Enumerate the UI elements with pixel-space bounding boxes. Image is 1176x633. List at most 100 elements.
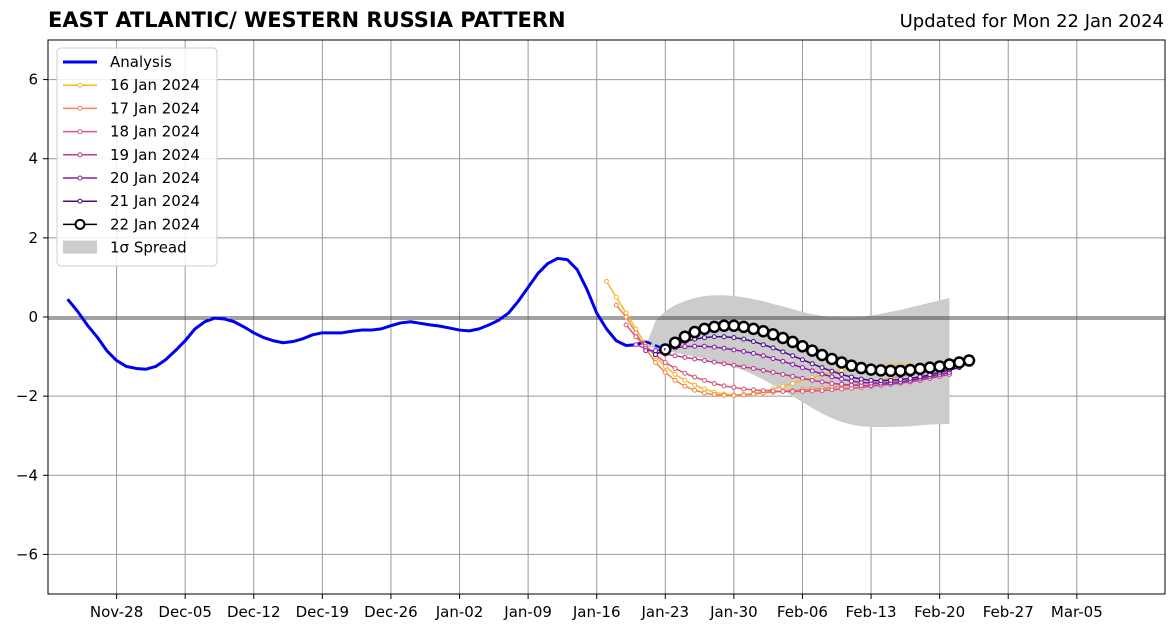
series-point [766, 328, 780, 341]
series-point [643, 348, 649, 354]
series-point [874, 364, 888, 377]
series-point [780, 349, 786, 355]
series-point [604, 278, 609, 284]
legend-marker [77, 175, 83, 181]
legend-marker [77, 152, 83, 158]
series-point [623, 314, 629, 320]
series-point [662, 369, 668, 375]
legend-entry: Analysis [63, 53, 172, 71]
series-point [672, 377, 678, 383]
series-point [839, 381, 845, 387]
legend-label: Analysis [110, 53, 172, 71]
series-point [809, 377, 815, 383]
series-point [907, 375, 913, 381]
series-point [819, 371, 825, 377]
legend-marker [74, 218, 86, 230]
y-tick-label: 4 [28, 150, 38, 168]
series-point [780, 358, 786, 364]
x-tick-label: Dec-19 [296, 603, 350, 621]
series-point [809, 388, 815, 394]
series-point [750, 391, 756, 397]
series-point [790, 373, 796, 379]
series-point [678, 330, 692, 344]
series-point [731, 347, 737, 353]
series-point [790, 380, 796, 386]
series-point [731, 392, 737, 398]
legend-entry: 1σ Spread [63, 239, 187, 257]
series-point [721, 361, 727, 367]
series-point [701, 386, 707, 392]
series-point [750, 350, 756, 356]
series-point [776, 331, 790, 345]
series-point [952, 356, 966, 369]
legend-marker [77, 82, 83, 88]
series-point [770, 388, 776, 394]
series-point [829, 387, 835, 393]
series-point [741, 336, 747, 342]
series-point [741, 348, 747, 354]
series-point [760, 353, 766, 359]
series-point [652, 360, 658, 366]
series-point [962, 354, 976, 367]
spread-band [645, 295, 950, 428]
series-point [839, 371, 845, 377]
x-tick-label: Jan-16 [572, 603, 621, 621]
series-point [894, 364, 907, 378]
series-point [799, 365, 805, 371]
series-point [613, 302, 619, 308]
series-point [943, 358, 956, 371]
series-point [727, 319, 741, 332]
series-point [682, 370, 688, 376]
series-point [750, 387, 756, 393]
x-tick-label: Dec-12 [227, 603, 281, 621]
legend-marker [77, 198, 83, 204]
x-tick-label: Jan-30 [709, 603, 758, 621]
series-point [819, 365, 825, 371]
series-point [633, 342, 639, 348]
analysis-line [66, 256, 647, 371]
series-point [692, 382, 698, 388]
x-tick-label: Jan-09 [503, 603, 552, 621]
series-point [848, 382, 854, 388]
series-point [692, 356, 698, 362]
plot-frame [47, 39, 1166, 595]
series-point [848, 374, 854, 380]
legend-swatch [63, 240, 97, 254]
series-point [692, 387, 698, 393]
spread-layer [645, 295, 950, 428]
series-point [799, 375, 805, 381]
series-point [692, 374, 698, 380]
series-point [750, 365, 756, 371]
series-point [717, 319, 731, 332]
series-point [835, 356, 848, 369]
legend-label: 21 Jan 2024 [110, 192, 200, 210]
legend-marker [77, 129, 83, 135]
x-tick-label: Feb-13 [846, 603, 897, 621]
y-tick-label: −6 [16, 545, 38, 563]
series-point [825, 352, 839, 366]
series-point [770, 345, 776, 351]
series-point [839, 386, 845, 392]
legend-entry: 21 Jan 2024 [63, 192, 200, 210]
chart-title: EAST ATLANTIC/ WESTERN RUSSIA PATTERN [48, 8, 566, 32]
series-point [819, 379, 825, 385]
legend-entry: 18 Jan 2024 [63, 123, 200, 141]
series-point [790, 388, 796, 394]
series-point [829, 374, 835, 380]
series-point [796, 340, 809, 353]
x-tick-label: Mar-05 [1051, 603, 1103, 621]
series-point [668, 336, 682, 349]
series-point [770, 369, 776, 375]
series-point [747, 322, 760, 336]
legend-box [56, 47, 218, 267]
series-point [888, 377, 894, 383]
legend-entry: 22 Jan 2024 [63, 215, 200, 233]
legend-entry: 19 Jan 2024 [63, 146, 200, 164]
series-point [721, 383, 727, 389]
series-point [858, 376, 864, 382]
series-22-jan-2024 [659, 319, 976, 378]
series-point [864, 363, 878, 376]
series-point [701, 390, 707, 396]
series-point [845, 359, 858, 372]
